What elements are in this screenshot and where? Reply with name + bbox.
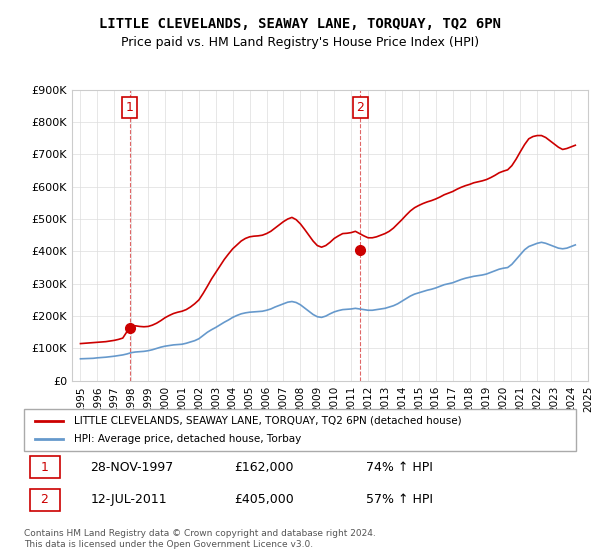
FancyBboxPatch shape: [29, 456, 60, 478]
Text: Price paid vs. HM Land Registry's House Price Index (HPI): Price paid vs. HM Land Registry's House …: [121, 36, 479, 49]
Text: LITTLE CLEVELANDS, SEAWAY LANE, TORQUAY, TQ2 6PN (detached house): LITTLE CLEVELANDS, SEAWAY LANE, TORQUAY,…: [74, 416, 461, 426]
Text: LITTLE CLEVELANDS, SEAWAY LANE, TORQUAY, TQ2 6PN: LITTLE CLEVELANDS, SEAWAY LANE, TORQUAY,…: [99, 17, 501, 31]
Text: 28-NOV-1997: 28-NOV-1997: [90, 461, 173, 474]
Text: 2: 2: [356, 101, 364, 114]
Text: 74% ↑ HPI: 74% ↑ HPI: [366, 461, 433, 474]
Text: 1: 1: [40, 461, 49, 474]
Text: 1: 1: [125, 101, 133, 114]
Text: Contains HM Land Registry data © Crown copyright and database right 2024.
This d: Contains HM Land Registry data © Crown c…: [24, 529, 376, 549]
Text: £405,000: £405,000: [234, 493, 293, 506]
Text: £162,000: £162,000: [234, 461, 293, 474]
Text: 57% ↑ HPI: 57% ↑ HPI: [366, 493, 433, 506]
Text: HPI: Average price, detached house, Torbay: HPI: Average price, detached house, Torb…: [74, 434, 301, 444]
FancyBboxPatch shape: [24, 409, 576, 451]
Text: 2: 2: [40, 493, 49, 506]
FancyBboxPatch shape: [29, 489, 60, 511]
Text: 12-JUL-2011: 12-JUL-2011: [90, 493, 167, 506]
